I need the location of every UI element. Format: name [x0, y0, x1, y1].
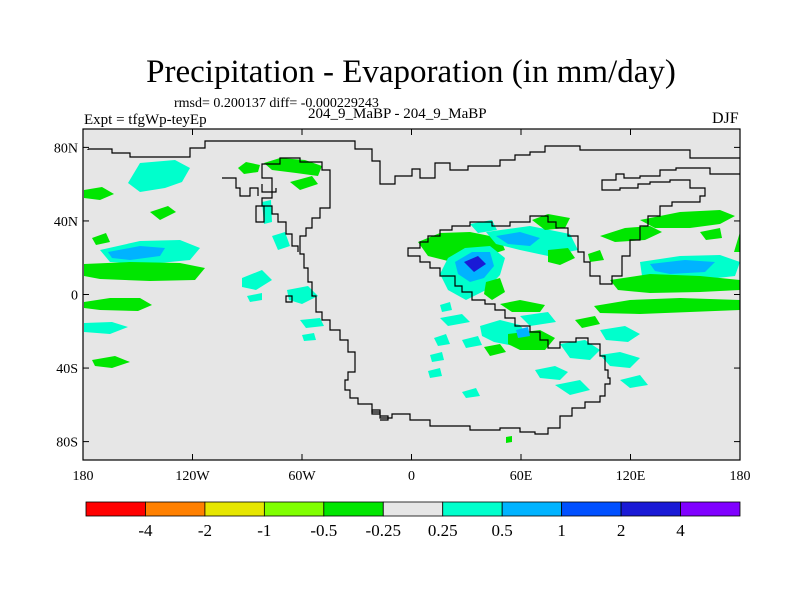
contour-region [600, 352, 640, 368]
colorbar-label: 0.25 [428, 521, 458, 540]
continent-outline [261, 157, 331, 252]
map-panel [82, 128, 741, 461]
contour-region [440, 302, 452, 312]
contour-region [575, 316, 600, 328]
season-label: DJF [712, 110, 739, 127]
colorbar-swatch [145, 501, 206, 517]
contour-region [302, 333, 316, 341]
contour-region [92, 233, 110, 245]
x-tick-label: 180 [730, 469, 751, 484]
contour-region [555, 380, 590, 395]
colorbar-label: -1 [257, 521, 271, 540]
colorbar-label: 4 [676, 521, 685, 540]
contour-region [462, 388, 480, 398]
contour-region [108, 246, 165, 260]
case-label: 204_9_MaBP - 204_9_MaBP [308, 106, 487, 122]
contour-region [535, 366, 568, 380]
contour-region [588, 250, 604, 262]
contour-region [548, 248, 575, 265]
contour-region [600, 226, 662, 242]
colorbar-swatch [620, 501, 681, 517]
colorbar: -4 -2 -1 -0.5 -0.25 0.25 0.5 1 2 4 [85, 501, 741, 540]
x-tick-label: 60W [288, 469, 316, 484]
colorbar-label: 0.5 [492, 521, 513, 540]
colorbar-label: -0.25 [366, 521, 401, 540]
colorbar-swatch [561, 501, 622, 517]
contour-region [640, 210, 735, 228]
y-tick-label: 80N [54, 141, 78, 156]
contour-region [650, 260, 715, 274]
colorbar-swatch [263, 501, 325, 517]
contour-region [500, 300, 545, 312]
contour-region [470, 220, 497, 233]
y-tick-label: 80S [56, 436, 78, 451]
contour-region [620, 375, 648, 388]
y-axis: 80N 40N 0 40S 80S [54, 141, 740, 451]
colorbar-swatch [323, 501, 384, 517]
x-tick-label: 60E [510, 469, 533, 484]
colorbar-swatch [85, 501, 146, 517]
contour-region [506, 436, 512, 443]
x-tick-label: 120W [175, 469, 210, 484]
y-tick-label: 40S [56, 362, 78, 377]
map-background [83, 129, 740, 460]
contour-region [560, 340, 600, 360]
contour-region [238, 162, 260, 174]
contour-region [600, 326, 640, 342]
colorbar-swatch [204, 501, 265, 517]
colorbar-label: 1 [557, 521, 566, 540]
contour-region [484, 278, 505, 300]
contour-region [84, 298, 152, 311]
x-tick-label: 0 [408, 469, 415, 484]
x-axis: 180 120W 60W 0 60E 120E 180 [73, 129, 751, 484]
contour-region [300, 318, 324, 328]
experiment-label: Expt = tfgWp-teyEp [84, 112, 207, 128]
x-tick-label: 180 [73, 469, 94, 484]
colorbar-swatch [382, 501, 444, 517]
contour-region [92, 356, 130, 368]
stats-text: rmsd= 0.200137 diff= -0.000229243 [174, 96, 379, 111]
x-tick-label: 120E [616, 469, 646, 484]
contour-region [84, 187, 114, 200]
colorbar-label: 2 [617, 521, 626, 540]
contour-region [700, 228, 722, 240]
colorbar-label: -4 [138, 521, 153, 540]
contour-region [242, 270, 272, 290]
contour-region [734, 232, 740, 252]
contour-region [434, 334, 450, 346]
y-tick-label: 40N [54, 215, 78, 230]
contour-region [430, 352, 444, 362]
contour-region [290, 176, 318, 190]
contour-region [440, 314, 470, 326]
contour-region [150, 206, 176, 220]
anomaly-fields [84, 158, 740, 443]
colorbar-label: -2 [198, 521, 212, 540]
continent-outline [87, 140, 740, 435]
colorbar-swatch [680, 501, 741, 517]
contour-region [484, 344, 506, 356]
contour-region [272, 232, 290, 250]
contour-region [464, 256, 486, 272]
contour-region [610, 274, 740, 293]
contour-region [428, 368, 442, 378]
y-tick-label: 0 [71, 289, 78, 304]
contour-region [84, 322, 128, 334]
continent-outline [222, 177, 277, 223]
colorbar-swatch [501, 501, 563, 517]
contour-region [128, 160, 190, 192]
colorbar-swatch [442, 501, 503, 517]
contour-region [594, 298, 740, 314]
contour-region [287, 286, 318, 304]
plot-title: Precipitation - Evaporation (in mm/day) [146, 54, 676, 90]
contour-region [520, 312, 556, 326]
continent-outline [285, 295, 389, 421]
contour-region [84, 262, 205, 281]
contour-region [496, 232, 540, 246]
contour-region [516, 327, 530, 338]
colorbar-label: -0.5 [310, 521, 337, 540]
contour-region [247, 293, 262, 302]
contour-region [462, 336, 482, 348]
